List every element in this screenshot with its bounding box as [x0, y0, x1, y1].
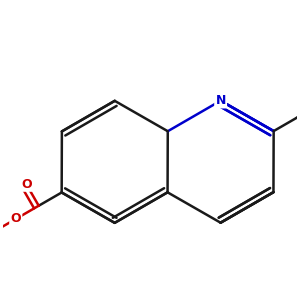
Text: O: O: [21, 178, 32, 190]
Text: N: N: [215, 94, 226, 107]
Text: O: O: [11, 212, 21, 226]
